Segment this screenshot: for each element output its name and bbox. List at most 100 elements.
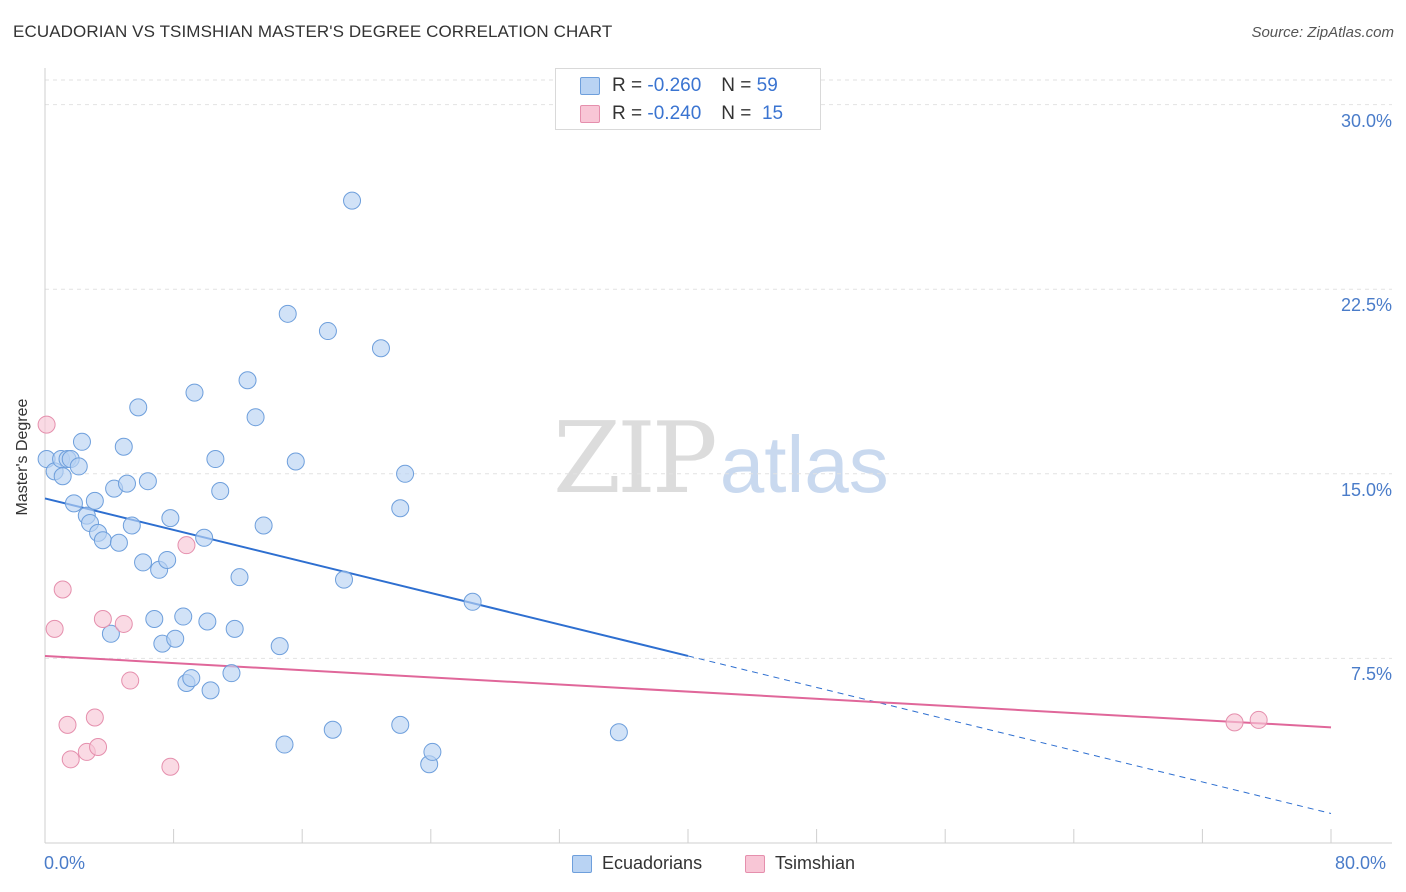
y-axis-label: Master's Degree xyxy=(14,398,31,516)
ecuadorians-point xyxy=(114,437,133,456)
ecuadorians-trend-extension xyxy=(687,655,1332,814)
ecuadorians-point xyxy=(53,467,72,486)
y-tick-label: 22.5% xyxy=(1340,295,1392,316)
chart-title: ECUADORIAN VS TSIMSHIAN MASTER'S DEGREE … xyxy=(13,22,613,41)
watermark-atlas: atlas xyxy=(719,420,889,509)
ecuadorians-point xyxy=(609,723,628,742)
tsimshian-point xyxy=(45,619,64,638)
ecuadorians-point xyxy=(225,619,244,638)
bottom-legend-label: Tsimshian xyxy=(775,853,856,873)
watermark-zip: ZIP xyxy=(553,402,718,516)
legend-swatch-ecuadorians xyxy=(580,77,600,95)
ecuadorians-point xyxy=(222,664,241,683)
legend-r-label: R = xyxy=(612,103,643,124)
ecuadorians-point xyxy=(117,474,136,493)
ecuadorians-point xyxy=(85,491,104,510)
legend-r-value: -0.240 xyxy=(647,103,702,124)
ecuadorians-point xyxy=(64,494,83,513)
ecuadorians-point xyxy=(391,715,410,734)
ecuadorians-point xyxy=(323,720,342,739)
tsimshian-point xyxy=(89,738,108,757)
ecuadorians-point xyxy=(134,553,153,572)
ecuadorians-point xyxy=(93,531,112,550)
tsimshian-point xyxy=(114,614,133,633)
bottom-legend-tsimshian: Tsimshian xyxy=(745,853,855,874)
ecuadorians-trend-line xyxy=(44,497,689,657)
legend-n-label: N = xyxy=(721,103,752,124)
ecuadorians-point xyxy=(396,464,415,483)
trend-lines xyxy=(44,497,1332,814)
ecuadorians-point xyxy=(72,432,91,451)
ecuadorians-point xyxy=(166,629,185,648)
bottom-legend-label: Ecuadorians xyxy=(602,853,703,873)
tsimshian-point xyxy=(1225,713,1244,732)
bottom-legend-ecuadorians: Ecuadorians xyxy=(572,853,702,874)
ecuadorians-point xyxy=(101,624,120,643)
ecuadorians-point xyxy=(286,452,305,471)
bottom-swatch-tsimshian xyxy=(745,854,765,873)
legend-row-ecuadorians: R = -0.260 N = 59 xyxy=(580,74,778,98)
ecuadorians-point xyxy=(195,528,214,547)
tsimshian-point xyxy=(85,708,104,727)
ecuadorians-point xyxy=(391,499,410,518)
ecuadorians-point xyxy=(211,482,230,501)
ecuadorians-point xyxy=(254,516,273,535)
ecuadorians-point xyxy=(206,450,225,469)
ecuadorians-point xyxy=(174,607,193,626)
legend-r-label: R = xyxy=(612,75,643,96)
ecuadorians-point xyxy=(423,742,442,761)
bottom-swatch-ecuadorians xyxy=(572,854,592,873)
ecuadorians-point xyxy=(161,509,180,528)
ecuadorians-point xyxy=(278,304,297,323)
legend-n-value: 59 xyxy=(756,75,778,96)
ecuadorians-point xyxy=(129,398,148,417)
ecuadorians-point xyxy=(182,669,201,688)
ecuadorians-point xyxy=(343,191,362,210)
tsimshian-point xyxy=(161,757,180,776)
tsimshian-point xyxy=(58,715,77,734)
legend-row-tsimshian: R = -0.240 N = 15 xyxy=(580,102,783,126)
y-tick-label: 30.0% xyxy=(1340,110,1392,131)
tsimshian-point xyxy=(53,580,72,599)
ecuadorians-point xyxy=(69,457,88,476)
tsimshian-point xyxy=(61,750,80,769)
axes xyxy=(44,68,1392,844)
legend-n-value: 15 xyxy=(761,103,784,124)
ecuadorians-point xyxy=(158,550,177,569)
source-credit: Source: ZipAtlas.com xyxy=(1251,24,1394,41)
ecuadorians-point xyxy=(109,533,128,552)
correlation-legend: R = -0.260 N = 59 R = -0.240 N = 15 xyxy=(555,68,821,130)
ecuadorians-point xyxy=(334,570,353,589)
ecuadorians-point xyxy=(238,371,257,390)
tsimshian-trend-line xyxy=(44,654,1332,729)
legend-n-label: N = xyxy=(721,75,752,96)
ecuadorians-point xyxy=(145,610,164,629)
legend-swatch-tsimshian xyxy=(580,105,600,123)
tsimshian-point xyxy=(177,536,196,555)
ecuadorians-point xyxy=(138,472,157,491)
legend-r-value: -0.260 xyxy=(647,75,702,96)
zipatlas-watermark: ZIPatlas xyxy=(553,402,889,516)
x-tick-label-max: 80.0% xyxy=(1335,853,1387,873)
x-tick-label-min: 0.0% xyxy=(44,853,86,873)
y-axis-label-wrap: Master's Degree xyxy=(14,340,32,516)
ecuadorians-point xyxy=(371,339,390,358)
y-tick-label: 7.5% xyxy=(1350,664,1392,685)
ecuadorians-point xyxy=(122,516,141,535)
ecuadorians-point xyxy=(185,383,204,402)
tsimshian-point xyxy=(1249,710,1268,729)
grid-lines xyxy=(45,79,1392,659)
tsimshian-point xyxy=(37,415,56,434)
tsimshian-point xyxy=(121,671,140,690)
ecuadorians-point xyxy=(463,592,482,611)
ecuadorians-point xyxy=(275,735,294,754)
ecuadorians-point xyxy=(318,322,337,341)
y-tick-label: 15.0% xyxy=(1340,479,1392,500)
data-points xyxy=(37,191,1268,776)
ecuadorians-point xyxy=(246,408,265,427)
ecuadorians-point xyxy=(230,568,249,587)
ecuadorians-point xyxy=(198,612,217,631)
ecuadorians-point xyxy=(270,637,289,656)
ecuadorians-point xyxy=(201,681,220,700)
